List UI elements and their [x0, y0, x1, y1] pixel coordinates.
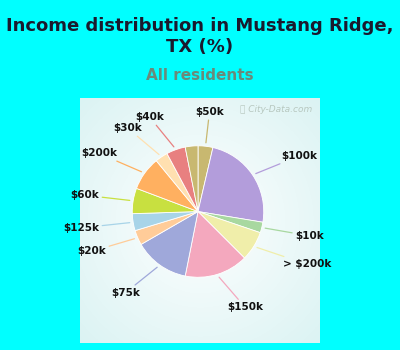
Text: $150k: $150k [219, 277, 263, 312]
Wedge shape [198, 146, 213, 211]
Text: $200k: $200k [81, 148, 142, 172]
Wedge shape [185, 211, 244, 277]
Wedge shape [156, 154, 198, 211]
Wedge shape [132, 211, 198, 231]
Wedge shape [141, 211, 198, 276]
Wedge shape [198, 211, 260, 258]
Wedge shape [167, 147, 198, 211]
Text: $75k: $75k [111, 267, 157, 298]
Wedge shape [185, 146, 198, 211]
Wedge shape [198, 211, 263, 233]
Text: $40k: $40k [136, 112, 174, 147]
Text: All residents: All residents [146, 68, 254, 83]
Text: $125k: $125k [64, 223, 130, 233]
Wedge shape [132, 188, 198, 214]
Text: $50k: $50k [195, 107, 224, 143]
Text: > $200k: > $200k [257, 247, 331, 269]
Text: $20k: $20k [78, 239, 134, 256]
Wedge shape [198, 147, 264, 222]
Text: Income distribution in Mustang Ridge,
TX (%): Income distribution in Mustang Ridge, TX… [6, 17, 394, 56]
Text: $10k: $10k [265, 228, 324, 241]
Text: $60k: $60k [71, 190, 130, 201]
Text: $100k: $100k [256, 151, 317, 174]
Wedge shape [135, 211, 198, 244]
Wedge shape [136, 161, 198, 211]
Text: ⓘ City-Data.com: ⓘ City-Data.com [240, 105, 312, 114]
Text: $30k: $30k [114, 124, 159, 155]
